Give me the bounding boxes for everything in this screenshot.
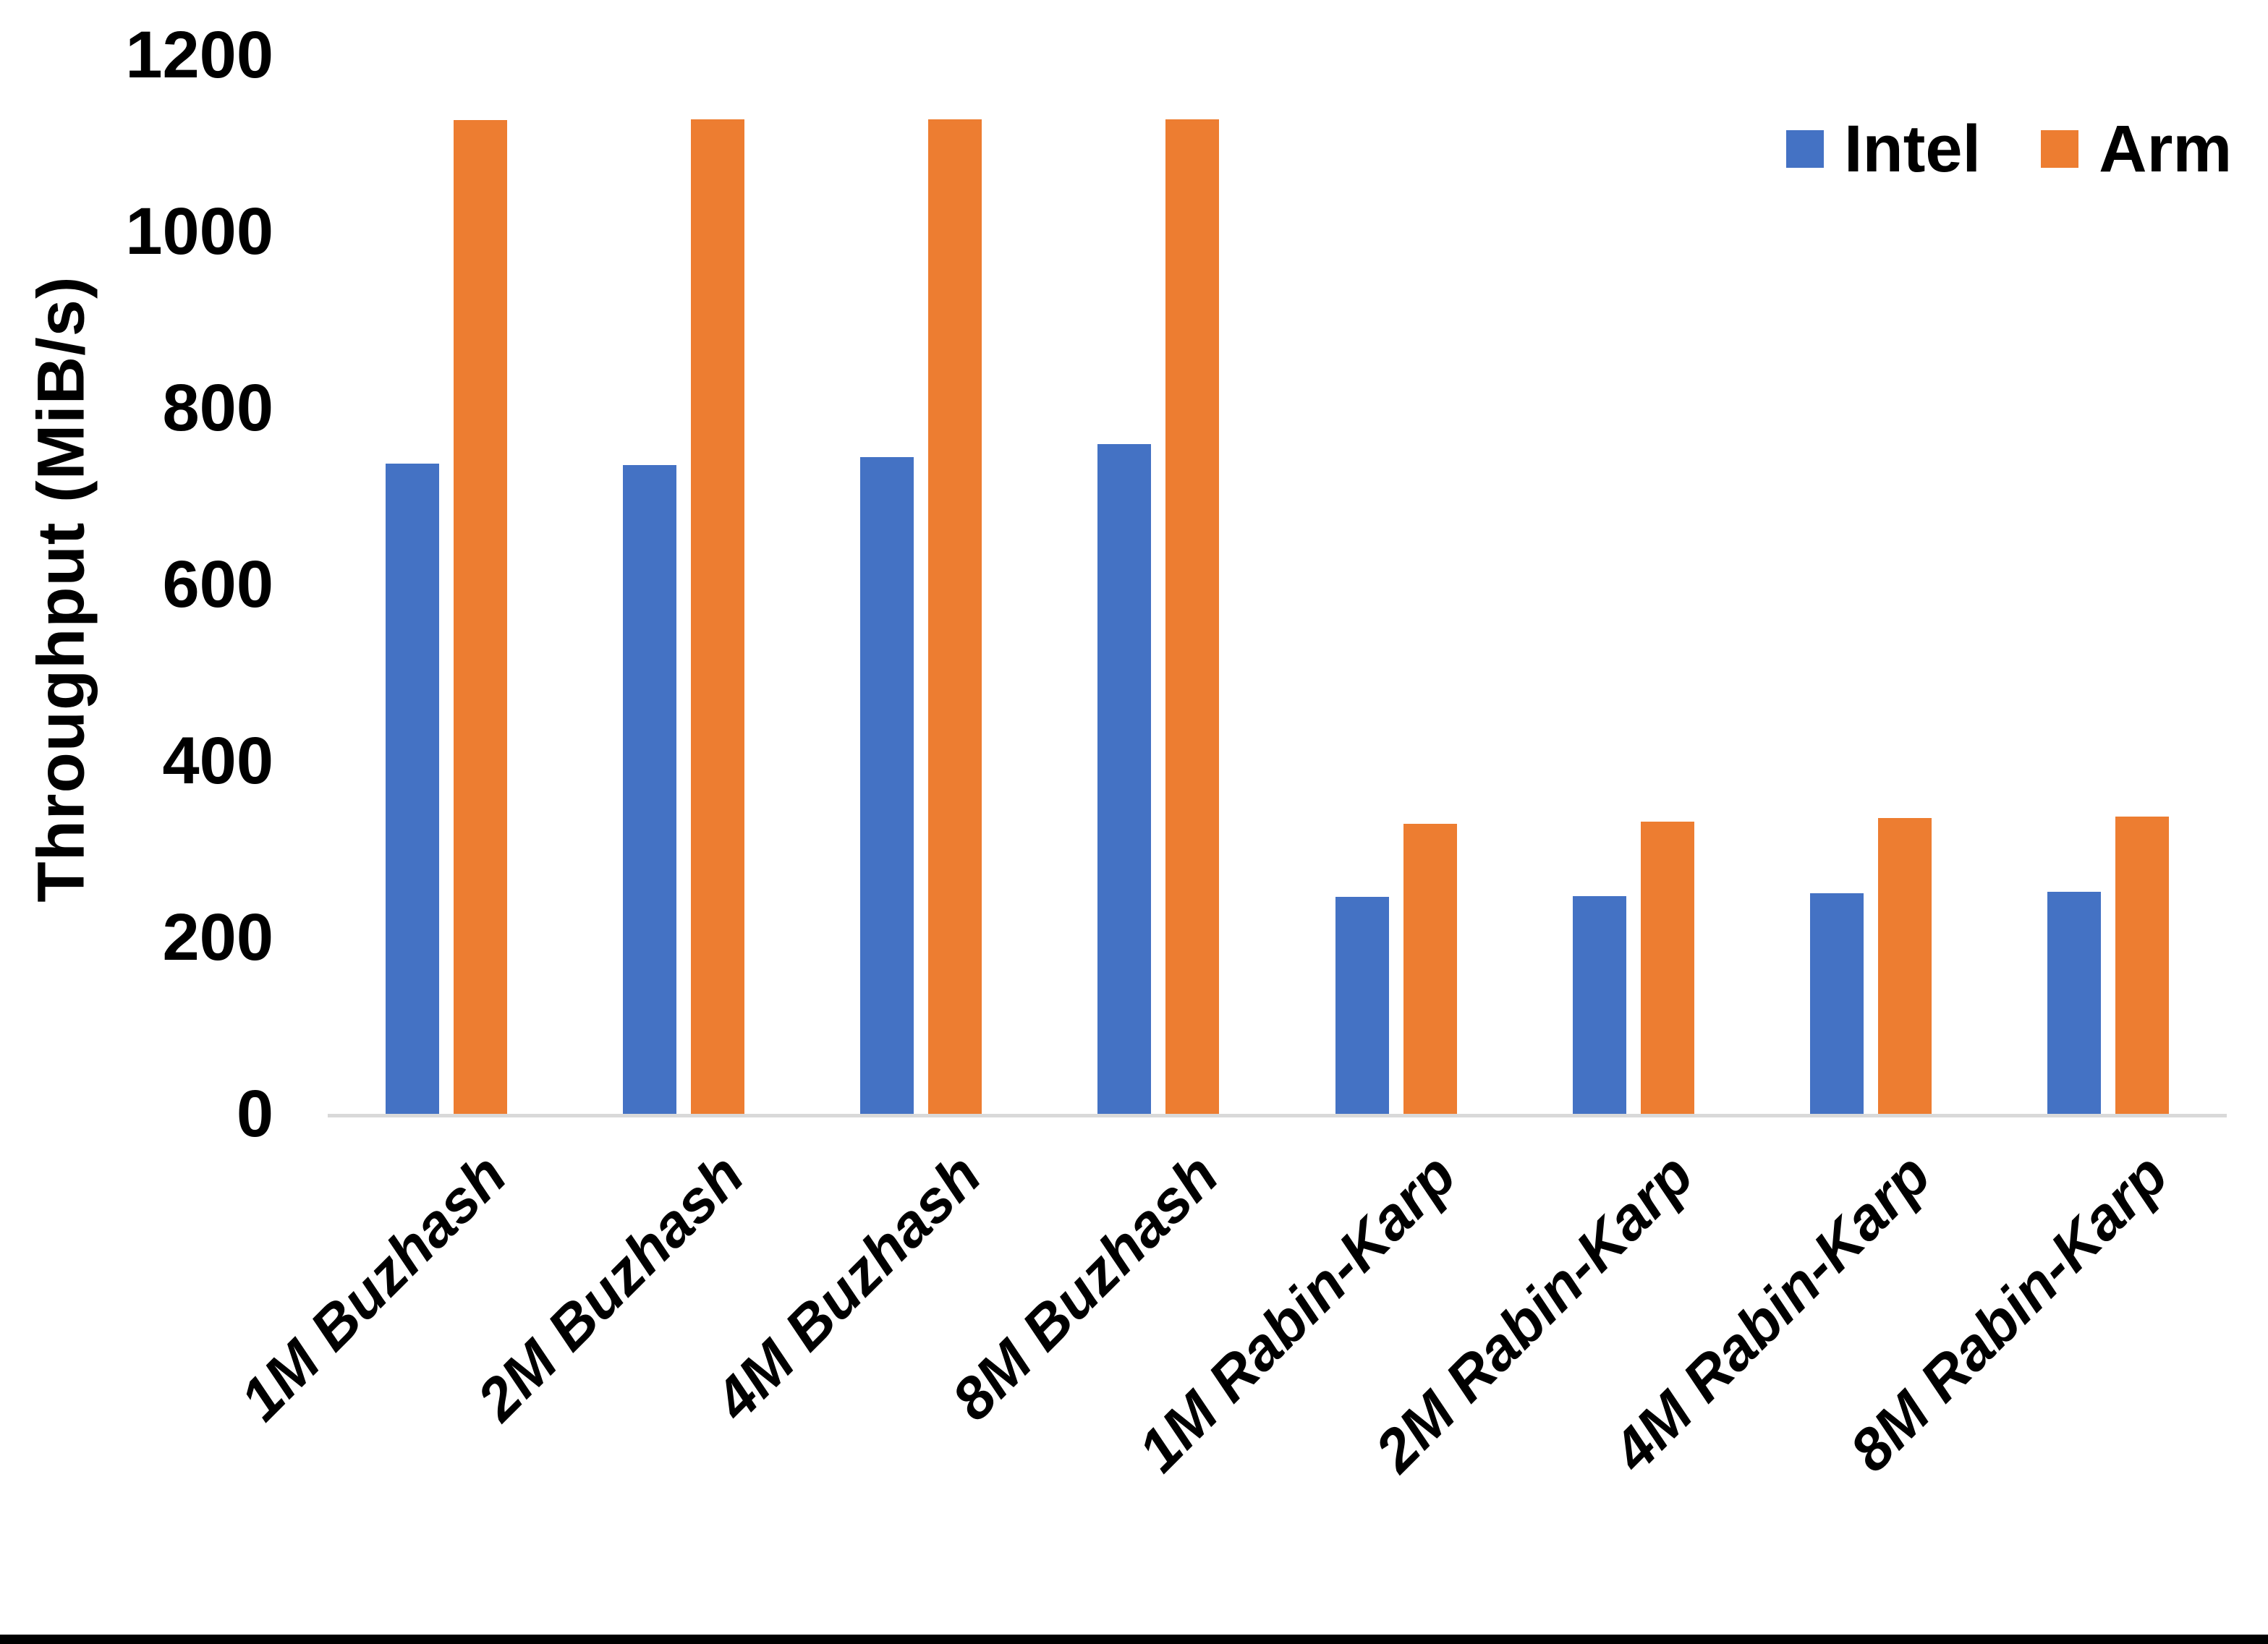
bar-arm-6 [1640,822,1694,1114]
bar-intel-4 [1097,444,1152,1114]
bar-arm-4 [1165,119,1220,1114]
x-axis-line [328,1114,2227,1117]
bottom-border [0,1635,2268,1644]
y-tick-label-1200: 1200 [125,18,273,92]
bar-intel-5 [1335,896,1389,1114]
legend: Intel Arm [1786,116,2232,182]
bar-intel-3 [860,457,914,1114]
intel-series-swatch [1786,130,1824,168]
legend-item-intel: Intel [1786,116,1981,182]
y-axis-title: Throughput (MiB/s) [24,276,98,903]
bar-arm-7 [1877,818,1932,1114]
y-tick-label-0: 0 [236,1077,273,1151]
bar-intel-2 [623,465,677,1114]
bar-arm-3 [928,119,982,1114]
bar-intel-7 [1809,893,1864,1114]
bar-intel-1 [386,463,440,1114]
y-tick-label-1000: 1000 [125,195,273,268]
y-tick-label-600: 600 [162,548,274,621]
bar-arm-1 [454,120,508,1114]
bar-arm-2 [691,119,745,1114]
legend-label-arm: Arm [2099,112,2233,186]
bar-intel-8 [2047,891,2101,1114]
y-tick-label-200: 200 [162,900,274,974]
legend-label-intel: Intel [1844,112,1982,186]
arm-series-swatch [2041,130,2079,168]
y-tick-label-400: 400 [162,724,274,798]
bar-arm-8 [2115,816,2169,1114]
bar-arm-5 [1403,823,1457,1114]
y-tick-label-800: 800 [162,371,274,445]
legend-item-arm: Arm [2041,116,2232,182]
bar-intel-6 [1572,895,1626,1114]
